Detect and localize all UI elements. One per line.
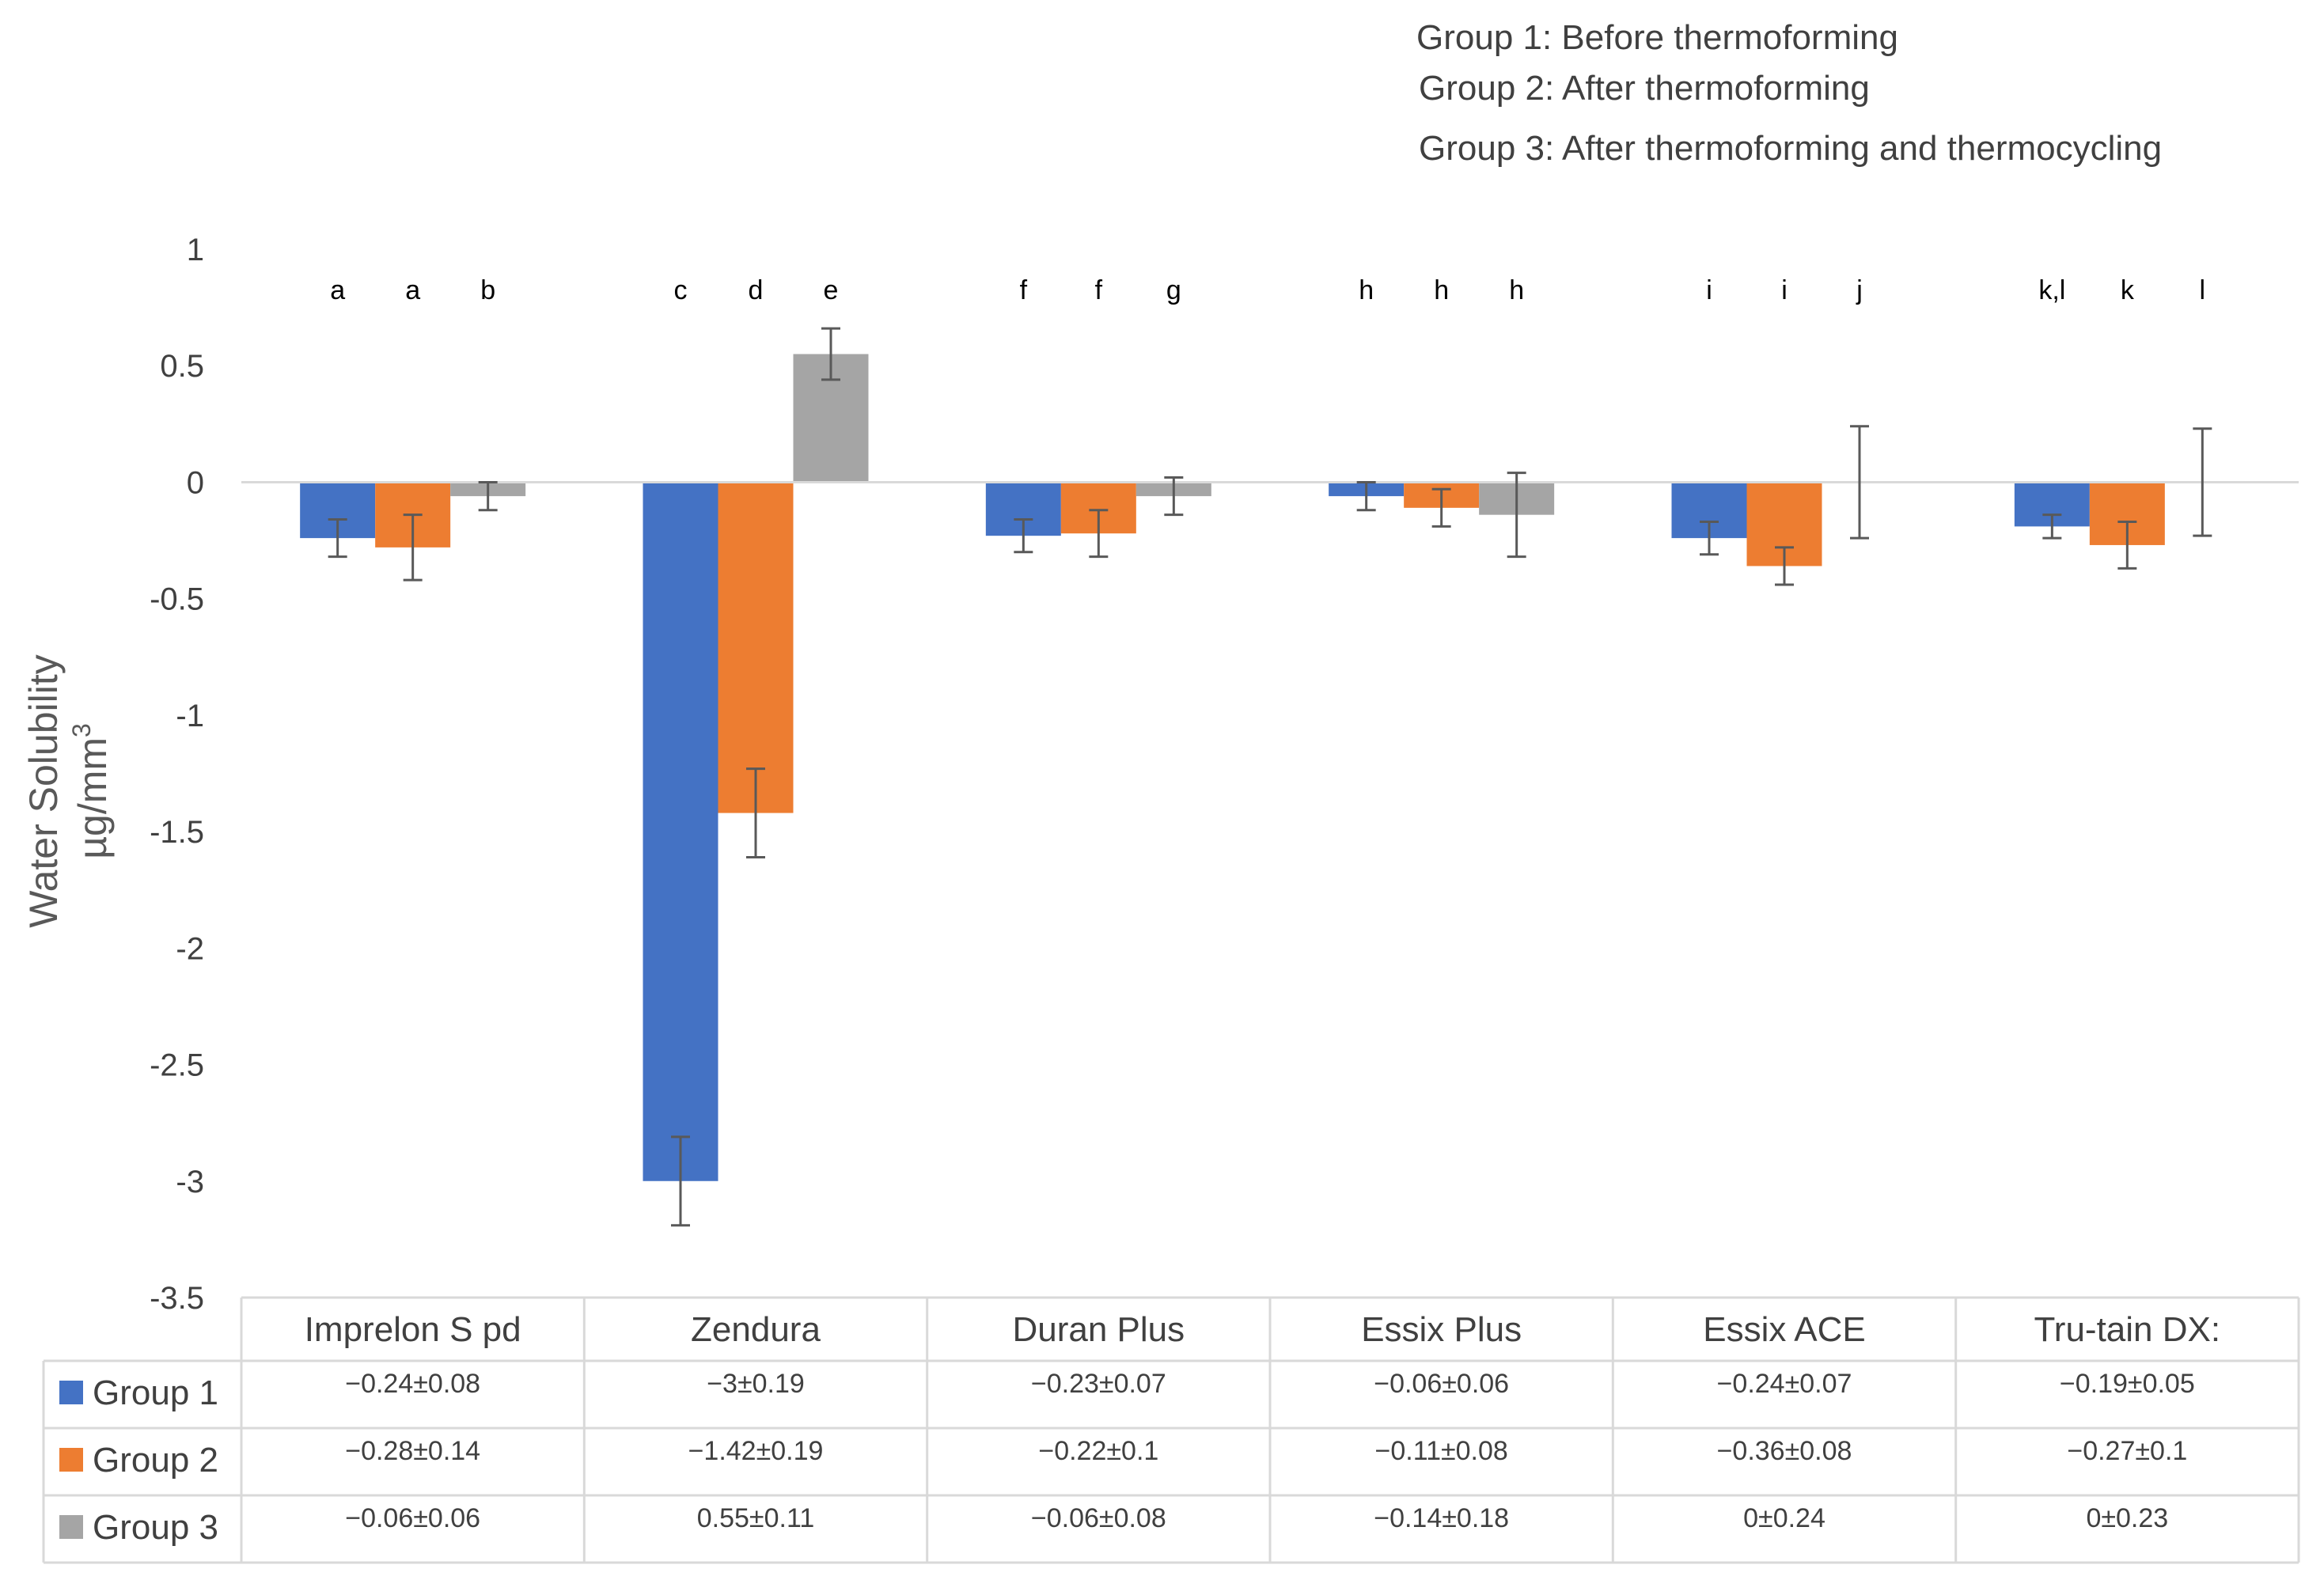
- error-bar-group-3-duran-plus: [1164, 476, 1184, 517]
- error-bar-group-1-essix-plus: [1356, 480, 1376, 512]
- table-cell-value: −3±0.19: [707, 1369, 805, 1399]
- significance-letter: a: [405, 275, 420, 305]
- legend-label-group-3: Group 3: [93, 1508, 218, 1547]
- table-cell-value: 0±0.24: [1743, 1503, 1825, 1533]
- table-cell-value: −0.19±0.05: [2060, 1369, 2195, 1399]
- y-tick-label: -2: [176, 931, 204, 966]
- table-cell-value: −0.28±0.14: [345, 1436, 480, 1466]
- error-bar-group-2-tru-tain-dx: [2117, 521, 2137, 570]
- group-legend-notes: Group 1: Before thermoforming Group 2: A…: [1416, 18, 2162, 168]
- legend-label-group-1: Group 1: [93, 1374, 218, 1412]
- y-tick-label: -1: [176, 699, 204, 733]
- category-label-essix-plus: Essix Plus: [1361, 1310, 1522, 1349]
- significance-letter: l: [2200, 275, 2206, 305]
- error-bar-group-1-zendura: [671, 1135, 690, 1227]
- category-label-essix-ace: Essix ACE: [1703, 1310, 1865, 1349]
- y-axis-ticks: 1 0.5 0 -0.5 -1 -1.5 -2 -2.5 -3 -3.5: [150, 233, 204, 1316]
- y-tick-label: -0.5: [150, 582, 204, 617]
- y-tick-label: 0.5: [160, 349, 204, 384]
- table-cell-value: −0.24±0.08: [345, 1369, 480, 1399]
- significance-letter: c: [674, 275, 688, 305]
- table-cell-value: −0.36±0.08: [1717, 1436, 1852, 1466]
- legend-swatch-group-1: [59, 1381, 83, 1404]
- table-cell-value: −0.24±0.07: [1717, 1369, 1852, 1399]
- significance-letter: f: [1095, 275, 1103, 305]
- table-cell-value: −0.27±0.1: [2067, 1436, 2187, 1466]
- table-cell-value: −0.11±0.08: [1374, 1436, 1507, 1466]
- data-table: Imprelon S pd Zendura Duran Plus Essix Plus…: [42, 1296, 2300, 1564]
- table-cell-value: 0.55±0.11: [697, 1503, 814, 1533]
- y-tick-label: -2.5: [150, 1048, 204, 1083]
- table-cell-value: −1.42±0.19: [688, 1436, 824, 1466]
- category-label-duran-plus: Duran Plus: [1012, 1310, 1185, 1349]
- error-bar-group-2-zendura: [746, 767, 765, 858]
- significance-letter: d: [749, 275, 764, 305]
- table-cell-value: −0.06±0.08: [1031, 1503, 1166, 1533]
- error-bars-layer: [328, 327, 2212, 1227]
- significance-letter: i: [1781, 275, 1788, 305]
- y-axis-title: Water Solubility µg/mm3: [21, 654, 115, 927]
- error-bar-group-3-essix-plus: [1507, 472, 1526, 559]
- group-3-note: Group 3: After thermoforming and thermoc…: [1419, 129, 2162, 168]
- bar-group-2-zendura: [718, 482, 794, 813]
- error-bar-group-3-essix-ace: [1850, 425, 1869, 540]
- error-bar-group-3-zendura: [821, 327, 840, 381]
- table-cell-value: −0.14±0.18: [1374, 1503, 1509, 1533]
- significance-letter: h: [1359, 275, 1374, 305]
- y-tick-label: -3.5: [150, 1281, 204, 1316]
- table-cell-value: 0±0.23: [2086, 1503, 2168, 1533]
- error-bar-group-2-essix-plus: [1431, 487, 1451, 528]
- error-bar-group-1-duran-plus: [1014, 518, 1033, 554]
- significance-letter: h: [1434, 275, 1449, 305]
- table-cell-value: −0.06±0.06: [1374, 1369, 1509, 1399]
- significance-letter: e: [824, 275, 839, 305]
- y-axis-title-line1: Water Solubility: [21, 654, 66, 927]
- legend-label-group-2: Group 2: [93, 1441, 218, 1480]
- significance-letter: k,l: [2038, 275, 2065, 305]
- y-tick-label: 1: [187, 233, 204, 267]
- error-bar-group-2-duran-plus: [1089, 509, 1109, 559]
- y-axis-title-line2: µg/mm3: [67, 723, 115, 859]
- category-label-zendura: Zendura: [691, 1310, 821, 1349]
- error-bar-group-1-tru-tain-dx: [2042, 513, 2062, 540]
- bar-group-1-zendura: [643, 482, 718, 1181]
- significance-letter: f: [1020, 275, 1028, 305]
- significance-letter: b: [480, 275, 495, 305]
- error-bar-group-3-imprelon-s-pd: [478, 480, 498, 512]
- group-1-note: Group 1: Before thermoforming: [1416, 18, 1898, 57]
- legend-swatch-group-3: [59, 1515, 83, 1539]
- legend-swatch-group-2: [59, 1448, 83, 1472]
- significance-letter: j: [1856, 275, 1863, 305]
- error-bar-group-2-essix-ace: [1775, 546, 1794, 586]
- table-cell-value: −0.06±0.06: [345, 1503, 480, 1533]
- significance-letter: g: [1166, 275, 1181, 305]
- category-label-imprelon-s-pd: Imprelon S pd: [305, 1310, 521, 1349]
- bars-layer: [300, 354, 2240, 1181]
- significance-letter: i: [1706, 275, 1712, 305]
- error-bar-group-1-essix-ace: [1700, 521, 1719, 556]
- table-cell-value: −0.22±0.1: [1038, 1436, 1158, 1466]
- table-cell-value: −0.23±0.07: [1031, 1369, 1166, 1399]
- error-bar-group-1-imprelon-s-pd: [328, 518, 347, 559]
- y-tick-label: 0: [187, 465, 204, 500]
- significance-letter: k: [2121, 275, 2135, 305]
- error-bar-group-2-imprelon-s-pd: [403, 513, 423, 582]
- y-tick-label: -3: [176, 1165, 204, 1199]
- significance-letters-layer: a a b c d e f f g h h h i i j k,l k l: [330, 275, 2205, 305]
- category-label-tru-tain-dx: Tru-tain DX:: [2034, 1310, 2221, 1349]
- significance-letter: a: [330, 275, 345, 305]
- significance-letter: h: [1509, 275, 1524, 305]
- group-2-note: Group 2: After thermoforming: [1419, 69, 1870, 108]
- error-bar-group-3-tru-tain-dx: [2193, 427, 2212, 537]
- y-tick-label: -1.5: [150, 815, 204, 850]
